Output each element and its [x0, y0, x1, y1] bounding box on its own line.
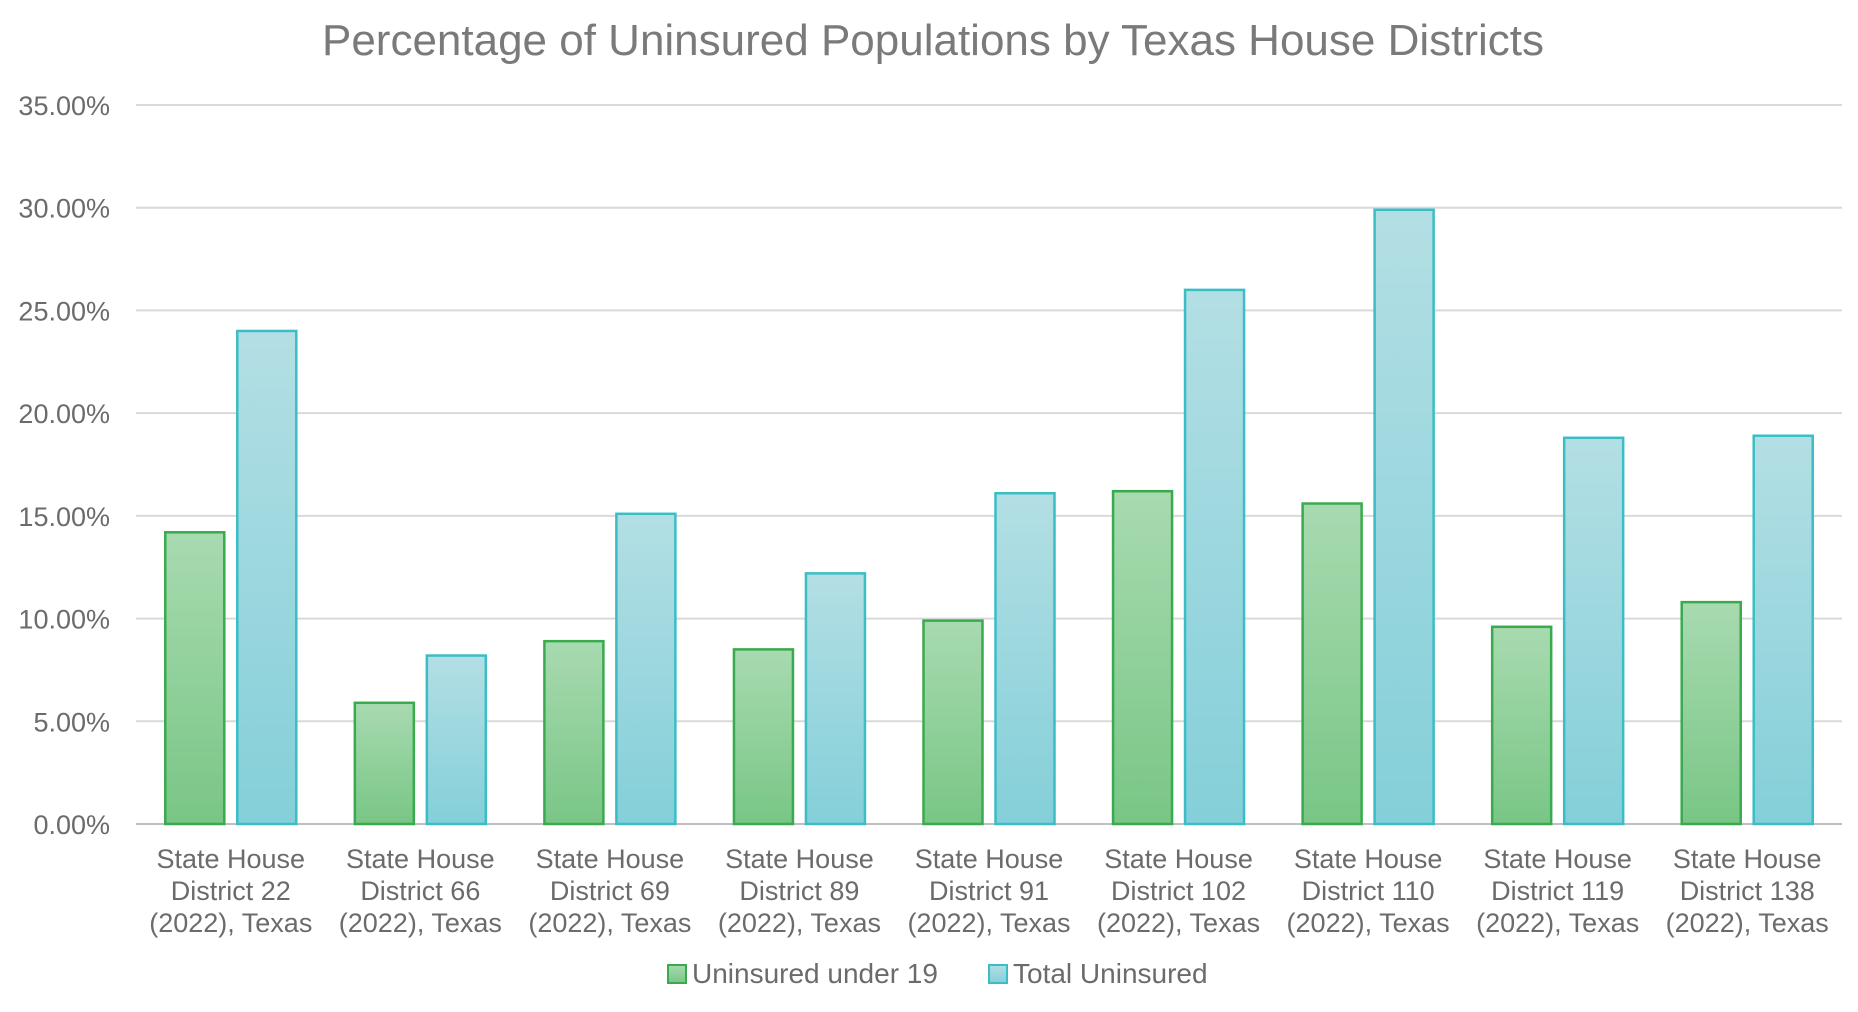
bar-uninsured-under-19	[1301, 502, 1363, 826]
bar-total-uninsured	[804, 572, 867, 826]
x-category-label: State House District 91 (2022), Texas	[907, 844, 1070, 938]
y-axis-tick-labels: 0.00% 5.00% 10.00% 15.00% 20.00% 25.00% 30.00%…	[18, 91, 110, 840]
bar-total-uninsured	[1562, 436, 1625, 826]
y-tick-label: 35.00%	[18, 91, 110, 121]
x-category-label: State House District 89 (2022), Texas	[718, 844, 881, 938]
y-tick-label: 25.00%	[18, 296, 110, 326]
x-category-label: State House District 66 (2022), Texas	[339, 844, 502, 938]
x-category-label: State House District 22 (2022), Texas	[149, 844, 312, 938]
x-category-label: State House District 69 (2022), Texas	[528, 844, 691, 938]
bar-uninsured-under-19	[1490, 625, 1553, 826]
x-category-label: State House District 138 (2022), Texas	[1666, 844, 1829, 938]
legend-swatch-total-uninsured	[988, 964, 1008, 984]
bar-total-uninsured	[1752, 434, 1814, 826]
bar-total-uninsured	[236, 329, 298, 826]
bar-total-uninsured	[425, 654, 488, 826]
bar-uninsured-under-19	[732, 648, 795, 826]
legend-swatch-uninsured-under-19	[667, 964, 687, 984]
bar-uninsured-under-19	[164, 531, 226, 826]
x-axis-category-labels: State House District 22 (2022), Texas State…	[149, 844, 1829, 938]
legend: Uninsured under 19 Total Uninsured	[667, 958, 1208, 989]
bar-total-uninsured	[1183, 288, 1246, 826]
bar-uninsured-under-19	[1680, 600, 1742, 826]
bar-total-uninsured	[994, 492, 1056, 826]
y-tick-label: 5.00%	[33, 707, 110, 737]
bar-uninsured-under-19	[922, 619, 984, 826]
bar-uninsured-under-19	[1111, 489, 1174, 826]
y-tick-label: 30.00%	[18, 194, 110, 224]
y-tick-label: 10.00%	[18, 605, 110, 635]
legend-label: Total Uninsured	[1013, 958, 1208, 989]
bar-total-uninsured	[1373, 208, 1435, 826]
bar-uninsured-under-19	[543, 639, 605, 826]
y-tick-label: 15.00%	[18, 502, 110, 532]
bar-total-uninsured	[615, 512, 677, 826]
x-category-label: State House District 110 (2022), Texas	[1287, 844, 1450, 938]
legend-label: Uninsured under 19	[692, 958, 938, 989]
gridlines	[136, 104, 1842, 825]
x-category-label: State House District 102 (2022), Texas	[1097, 844, 1260, 938]
bars	[164, 208, 1814, 826]
bar-uninsured-under-19	[353, 701, 416, 826]
y-tick-label: 20.00%	[18, 399, 110, 429]
chart-title: Percentage of Uninsured Populations by T…	[322, 16, 1544, 65]
y-tick-label: 0.00%	[33, 810, 110, 840]
x-category-label: State House District 119 (2022), Texas	[1476, 844, 1639, 938]
